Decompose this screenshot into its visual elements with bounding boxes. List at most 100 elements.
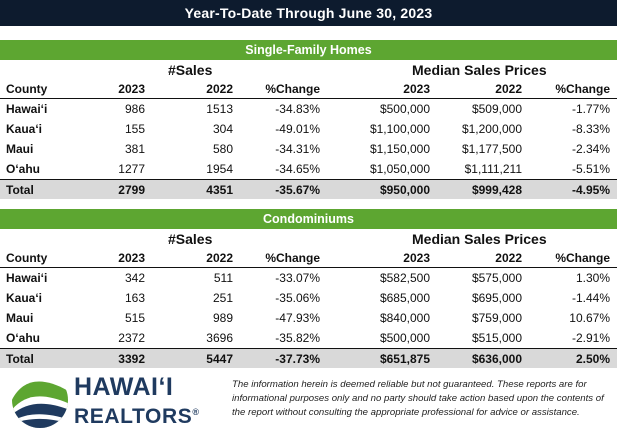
price-2023-cell: $582,500: [379, 271, 430, 285]
sales-change-cell: -49.01%: [275, 122, 320, 136]
price-change-cell: 1.30%: [575, 271, 610, 285]
table-row: Hawai‘i 986 1513 -34.83% $500,000 $509,0…: [0, 99, 617, 119]
logo-realtors-text: REALTORS: [74, 405, 193, 428]
sales-2022-cell: 989: [212, 311, 233, 325]
total-price-2022: $636,000: [471, 352, 522, 366]
county-cell: Maui: [6, 311, 34, 325]
column-header-county: County: [6, 251, 48, 265]
total-sales-2023: 3392: [118, 352, 145, 366]
county-cell: Hawai‘i: [6, 271, 48, 285]
table-row: Kaua‘i 163 251 -35.06% $685,000 $695,000…: [0, 288, 617, 308]
column-header-sales-change: %Change: [265, 251, 320, 265]
price-2023-cell: $500,000: [379, 102, 430, 116]
disclaimer-text: The information herein is deemed reliabl…: [232, 379, 604, 418]
total-row: Total 2799 4351 -35.67% $950,000 $999,42…: [0, 179, 617, 199]
table-row: Maui 381 580 -34.31% $1,150,000 $1,177,5…: [0, 139, 617, 159]
price-2022-cell: $575,000: [471, 271, 522, 285]
total-row: Total 3392 5447 -37.73% $651,875 $636,00…: [0, 348, 617, 368]
county-cell: Kaua‘i: [6, 291, 43, 305]
sales-2022-cell: 251: [212, 291, 233, 305]
total-sales-change: -35.67%: [275, 183, 320, 197]
column-header-price-change: %Change: [555, 82, 610, 96]
sales-2023-cell: 515: [124, 311, 145, 325]
price-change-cell: -8.33%: [571, 122, 610, 136]
column-header-price-2023: 2023: [403, 251, 430, 265]
sales-2023-cell: 381: [124, 142, 145, 156]
sales-change-cell: -35.06%: [275, 291, 320, 305]
total-label: Total: [6, 352, 34, 366]
total-sales-2022: 5447: [206, 352, 233, 366]
section-heading-condominiums: Condominiums: [0, 209, 617, 229]
hawaii-realtors-logo: HAWAI‘I REALTORS®: [10, 370, 215, 430]
price-change-cell: -1.44%: [571, 291, 610, 305]
price-2022-cell: $515,000: [471, 331, 522, 345]
price-2022-cell: $1,200,000: [461, 122, 522, 136]
total-price-2022: $999,428: [471, 183, 522, 197]
county-cell: Maui: [6, 142, 34, 156]
sales-change-cell: -34.83%: [275, 102, 320, 116]
column-header-county: County: [6, 82, 48, 96]
column-header-price-2022: 2022: [495, 251, 522, 265]
county-cell: Hawai‘i: [6, 102, 48, 116]
county-cell: O‘ahu: [6, 331, 41, 345]
price-2022-cell: $509,000: [471, 102, 522, 116]
sales-2022-cell: 511: [213, 271, 233, 285]
column-header-price-2023: 2023: [403, 82, 430, 96]
price-2023-cell: $1,050,000: [369, 162, 430, 176]
county-cell: Kaua‘i: [6, 122, 43, 136]
price-change-cell: -1.77%: [571, 102, 610, 116]
sales-2023-cell: 163: [124, 291, 145, 305]
price-2022-cell: $1,111,211: [464, 162, 522, 176]
sales-2023-cell: 1277: [118, 162, 145, 176]
price-2023-cell: $1,100,000: [369, 122, 430, 136]
price-2022-cell: $1,177,500: [461, 142, 522, 156]
mountain-wave-logo-icon: [12, 372, 68, 428]
sales-change-cell: -33.07%: [275, 271, 320, 285]
group-label-sales: #Sales: [168, 62, 213, 78]
report-title: Year-To-Date Through June 30, 2023: [0, 0, 617, 26]
logo-line-realtors: REALTORS®: [74, 400, 200, 429]
price-change-cell: -2.91%: [571, 331, 610, 345]
price-2022-cell: $695,000: [471, 291, 522, 305]
sales-2023-cell: 342: [124, 271, 145, 285]
sales-2022-cell: 3696: [206, 331, 233, 345]
price-change-cell: -2.34%: [571, 142, 610, 156]
price-change-cell: -5.51%: [571, 162, 610, 176]
group-header-row: #Sales Median Sales Prices: [0, 61, 617, 80]
group-label-median: Median Sales Prices: [412, 231, 547, 247]
sales-change-cell: -47.93%: [275, 311, 320, 325]
registered-mark: ®: [192, 407, 200, 417]
total-price-2023: $651,875: [379, 352, 430, 366]
sales-change-cell: -34.65%: [275, 162, 320, 176]
column-header-price-2022: 2022: [495, 82, 522, 96]
column-header-sales-2023: 2023: [118, 82, 145, 96]
total-sales-2022: 4351: [206, 183, 233, 197]
total-sales-change: -37.73%: [275, 352, 320, 366]
single-family-table: #Sales Median Sales Prices County 2023 2…: [0, 61, 617, 199]
column-header-sales-change: %Change: [265, 82, 320, 96]
sales-2022-cell: 304: [212, 122, 233, 136]
sales-2022-cell: 1954: [206, 162, 233, 176]
table-row: O‘ahu 1277 1954 -34.65% $1,050,000 $1,11…: [0, 159, 617, 179]
table-row: O‘ahu 2372 3696 -35.82% $500,000 $515,00…: [0, 328, 617, 348]
column-header-sales-2022: 2022: [206, 82, 233, 96]
group-label-sales: #Sales: [168, 231, 213, 247]
total-price-change: -4.95%: [571, 183, 610, 197]
price-2023-cell: $840,000: [379, 311, 430, 325]
column-header-row: County 2023 2022 %Change 2023 2022 %Chan…: [0, 249, 617, 268]
table-row: Kaua‘i 155 304 -49.01% $1,100,000 $1,200…: [0, 119, 617, 139]
county-cell: O‘ahu: [6, 162, 41, 176]
price-2023-cell: $685,000: [379, 291, 430, 305]
total-sales-2023: 2799: [118, 183, 145, 197]
total-label: Total: [6, 183, 34, 197]
total-price-2023: $950,000: [379, 183, 430, 197]
price-2023-cell: $1,150,000: [369, 142, 430, 156]
sales-2023-cell: 155: [124, 122, 145, 136]
sales-change-cell: -35.82%: [275, 331, 320, 345]
price-2023-cell: $500,000: [379, 331, 430, 345]
sales-2022-cell: 580: [212, 142, 233, 156]
condominiums-table: #Sales Median Sales Prices County 2023 2…: [0, 230, 617, 368]
price-change-cell: 10.67%: [569, 311, 610, 325]
sales-2023-cell: 2372: [118, 331, 145, 345]
sales-change-cell: -34.31%: [275, 142, 320, 156]
